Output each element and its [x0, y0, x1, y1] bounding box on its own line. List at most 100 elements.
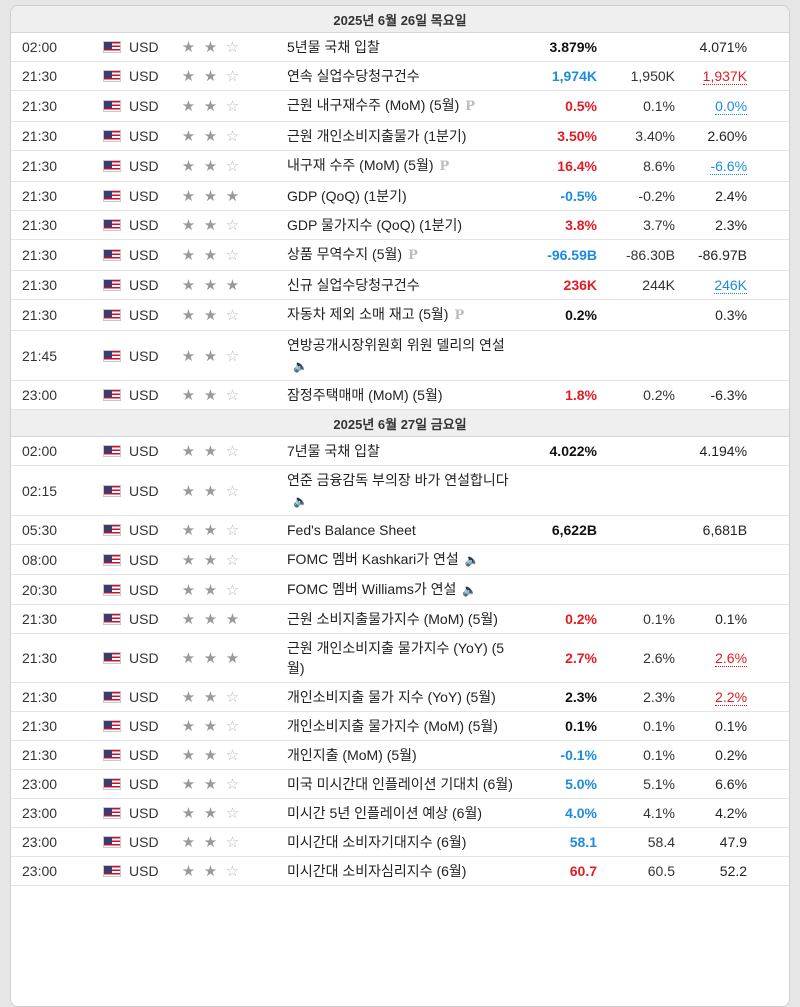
event-name-cell[interactable]: 개인소비지출 물가지수 (MoM) (5월) [287, 711, 515, 741]
event-previous: 4.071% [679, 32, 789, 62]
event-name-link[interactable]: 미국 미시간대 인플레이션 기대치 (6월) [287, 776, 513, 792]
event-name-link[interactable]: 미시간 5년 인플레이션 예상 (6월) [287, 805, 483, 821]
event-name-link[interactable]: 근원 소비지출물가지수 (MoM) (5월) [287, 611, 498, 627]
event-name-cell[interactable]: 잠정주택매매 (MoM) (5월) [287, 380, 515, 410]
event-name-cell[interactable]: 신규 실업수당청구건수 [287, 270, 515, 300]
event-row[interactable]: 21:30 USD ★ ★ ☆ 개인소비지출 물가지수 (MoM) (5월) 0.1% 0.1… [11, 711, 789, 741]
event-currency: USD [103, 515, 181, 545]
event-row[interactable]: 21:30 USD ★ ★ ★ GDP (QoQ) (1분기) -0.5% -0.2% 2.4% [11, 181, 789, 211]
event-name-cell[interactable]: 근원 개인소비지출 물가지수 (YoY) (5월) [287, 633, 515, 683]
event-name-link[interactable]: GDP (QoQ) (1분기) [287, 188, 407, 204]
event-row[interactable]: 21:30 USD ★ ★ ☆ 근원 개인소비지출물가 (1분기) 3.50% 3.40% 2.… [11, 121, 789, 151]
event-name-cell[interactable]: GDP 물가지수 (QoQ) (1분기) [287, 210, 515, 240]
event-name-cell[interactable]: 연준 금융감독 부의장 바가 연설합니다 🔈 [287, 465, 515, 516]
event-forecast: 0.1% [599, 90, 679, 122]
event-forecast: -0.2% [599, 181, 679, 211]
star-icon: ★ [225, 650, 240, 667]
event-row[interactable]: 08:00 USD ★ ★ ☆ FOMC 멤버 Kashkari가 연설 🔈 [11, 544, 789, 575]
star-icon: ☆ [225, 834, 240, 851]
event-name-link[interactable]: 개인소비지출 물가지수 (MoM) (5월) [287, 718, 498, 734]
event-name-link[interactable]: 잠정주택매매 (MoM) (5월) [287, 387, 443, 403]
event-name-cell[interactable]: 상품 무역수지 (5월) P [287, 239, 515, 271]
event-name-link[interactable]: 신규 실업수당청구건수 [287, 277, 420, 293]
star-icon: ☆ [225, 747, 240, 764]
event-row[interactable]: 02:15 USD ★ ★ ☆ 연준 금융감독 부의장 바가 연설합니다 🔈 [11, 465, 789, 516]
us-flag-icon [103, 219, 121, 231]
importance-stars: ★ ★ ☆ [181, 239, 287, 271]
event-row[interactable]: 02:00 USD ★ ★ ☆ 7년물 국채 입찰 4.022% 4.194% [11, 436, 789, 466]
event-row[interactable]: 21:30 USD ★ ★ ☆ 개인지출 (MoM) (5월) -0.1% 0.1% 0.2% [11, 740, 789, 770]
event-actual: 0.2% [515, 299, 599, 331]
event-name-cell[interactable]: 연속 실업수당청구건수 [287, 61, 515, 91]
actual-value: 16.4% [557, 158, 597, 174]
event-name-cell[interactable]: 개인소비지출 물가 지수 (YoY) (5월) [287, 682, 515, 712]
event-actual [515, 544, 599, 575]
event-name-link[interactable]: 개인소비지출 물가 지수 (YoY) (5월) [287, 689, 496, 705]
event-row[interactable]: 23:00 USD ★ ★ ☆ 잠정주택매매 (MoM) (5월) 1.8% 0.2% -6.3… [11, 380, 789, 410]
event-name-cell[interactable]: 내구재 수주 (MoM) (5월) P [287, 150, 515, 182]
event-name-link[interactable]: 내구재 수주 (MoM) (5월) [287, 157, 434, 173]
event-actual: 58.1 [515, 827, 599, 857]
event-row[interactable]: 21:30 USD ★ ★ ☆ 연속 실업수당청구건수 1,974K 1,950K 1,937K [11, 61, 789, 91]
event-row[interactable]: 21:30 USD ★ ★ ☆ GDP 물가지수 (QoQ) (1분기) 3.8% 3.7% 2… [11, 210, 789, 240]
event-row[interactable]: 21:30 USD ★ ★ ★ 신규 실업수당청구건수 236K 244K 246K [11, 270, 789, 300]
event-row[interactable]: 21:30 USD ★ ★ ☆ 개인소비지출 물가 지수 (YoY) (5월) 2.3% 2.… [11, 682, 789, 712]
event-name-cell[interactable]: 근원 소비지출물가지수 (MoM) (5월) [287, 604, 515, 634]
currency-code: USD [129, 128, 159, 144]
event-name-link[interactable]: 자동차 제외 소매 재고 (5월) [287, 306, 449, 322]
event-name-cell[interactable]: FOMC 멤버 Kashkari가 연설 🔈 [287, 544, 515, 575]
event-name-cell[interactable]: 미국 미시간대 인플레이션 기대치 (6월) [287, 769, 515, 799]
event-row[interactable]: 21:30 USD ★ ★ ☆ 자동차 제외 소매 재고 (5월) P 0.2% 0.3% [11, 299, 789, 331]
event-row[interactable]: 21:30 USD ★ ★ ☆ 근원 내구재수주 (MoM) (5월) P 0.5% 0.1% 0… [11, 90, 789, 122]
event-name-link[interactable]: 근원 개인소비지출 물가지수 (YoY) (5월) [287, 640, 505, 676]
event-name-cell[interactable]: Fed's Balance Sheet [287, 515, 515, 545]
event-name-cell[interactable]: 7년물 국채 입찰 [287, 436, 515, 466]
event-row[interactable]: 05:30 USD ★ ★ ☆ Fed's Balance Sheet 6,622B 6,68… [11, 515, 789, 545]
event-name-link[interactable]: FOMC 멤버 Williams가 연설 [287, 581, 457, 597]
event-name-link[interactable]: 근원 내구재수주 (MoM) (5월) [287, 97, 460, 113]
event-name-link[interactable]: 근원 개인소비지출물가 (1분기) [287, 128, 467, 144]
event-row[interactable]: 21:30 USD ★ ★ ☆ 내구재 수주 (MoM) (5월) P 16.4% 8.6% -6… [11, 150, 789, 182]
event-row[interactable]: 21:30 USD ★ ★ ☆ 상품 무역수지 (5월) P -96.59B -86.30B -8… [11, 239, 789, 271]
event-name-cell[interactable]: 5년물 국채 입찰 [287, 32, 515, 62]
event-name-link[interactable]: 미시간대 소비자심리지수 (6월) [287, 863, 467, 879]
event-name-cell[interactable]: 근원 개인소비지출물가 (1분기) [287, 121, 515, 151]
event-row[interactable]: 21:30 USD ★ ★ ★ 근원 개인소비지출 물가지수 (YoY) (5월) 2.7%… [11, 633, 789, 683]
event-name-cell[interactable]: 미시간대 소비자심리지수 (6월) [287, 856, 515, 886]
event-name-cell[interactable]: 근원 내구재수주 (MoM) (5월) P [287, 90, 515, 122]
event-name-cell[interactable]: 연방공개시장위원회 위원 델리의 연설 🔈 [287, 330, 515, 381]
event-name-link[interactable]: 미시간대 소비자기대지수 (6월) [287, 834, 467, 850]
event-name-link[interactable]: 연속 실업수당청구건수 [287, 68, 420, 84]
event-actual [515, 330, 599, 381]
event-name-cell[interactable]: 자동차 제외 소매 재고 (5월) P [287, 299, 515, 331]
event-previous: 6.6% [679, 769, 789, 799]
event-name-link[interactable]: 5년물 국채 입찰 [287, 39, 380, 55]
event-row[interactable]: 21:30 USD ★ ★ ★ 근원 소비지출물가지수 (MoM) (5월) 0.2% 0.1… [11, 604, 789, 634]
previous-value: 6.6% [715, 776, 748, 792]
event-row[interactable]: 21:45 USD ★ ★ ☆ 연방공개시장위원회 위원 델리의 연설 🔈 [11, 330, 789, 381]
event-name-cell[interactable]: 미시간대 소비자기대지수 (6월) [287, 827, 515, 857]
star-icon: ★ [203, 611, 218, 628]
event-name-link[interactable]: FOMC 멤버 Kashkari가 연설 [287, 551, 459, 567]
event-name-link[interactable]: Fed's Balance Sheet [287, 522, 416, 538]
event-currency: USD [103, 150, 181, 182]
event-row[interactable]: 02:00 USD ★ ★ ☆ 5년물 국채 입찰 3.879% 4.071% [11, 32, 789, 62]
event-currency: USD [103, 827, 181, 857]
event-name-link[interactable]: 연방공개시장위원회 위원 델리의 연설 [287, 337, 505, 353]
event-row[interactable]: 20:30 USD ★ ★ ☆ FOMC 멤버 Williams가 연설 🔈 [11, 574, 789, 605]
event-name-link[interactable]: GDP 물가지수 (QoQ) (1분기) [287, 217, 463, 233]
event-name-cell[interactable]: GDP (QoQ) (1분기) [287, 181, 515, 211]
event-name-cell[interactable]: 미시간 5년 인플레이션 예상 (6월) [287, 798, 515, 828]
event-row[interactable]: 23:00 USD ★ ★ ☆ 미시간대 소비자심리지수 (6월) 60.7 60.5 52.2 [11, 856, 789, 886]
event-actual: 3.879% [515, 32, 599, 62]
event-name-cell[interactable]: FOMC 멤버 Williams가 연설 🔈 [287, 574, 515, 605]
event-row[interactable]: 23:00 USD ★ ★ ☆ 미국 미시간대 인플레이션 기대치 (6월) 5.0% 5.1… [11, 769, 789, 799]
event-row[interactable]: 23:00 USD ★ ★ ☆ 미시간 5년 인플레이션 예상 (6월) 4.0% 4.1% 4… [11, 798, 789, 828]
event-name-link[interactable]: 개인지출 (MoM) (5월) [287, 747, 417, 763]
event-name-link[interactable]: 7년물 국채 입찰 [287, 443, 380, 459]
event-row[interactable]: 23:00 USD ★ ★ ☆ 미시간대 소비자기대지수 (6월) 58.1 58.4 47.9 [11, 827, 789, 857]
star-icon: ★ [181, 98, 196, 115]
event-name-link[interactable]: 상품 무역수지 (5월) [287, 246, 403, 262]
event-name-link[interactable]: 연준 금융감독 부의장 바가 연설합니다 [287, 472, 509, 488]
event-name-cell[interactable]: 개인지출 (MoM) (5월) [287, 740, 515, 770]
